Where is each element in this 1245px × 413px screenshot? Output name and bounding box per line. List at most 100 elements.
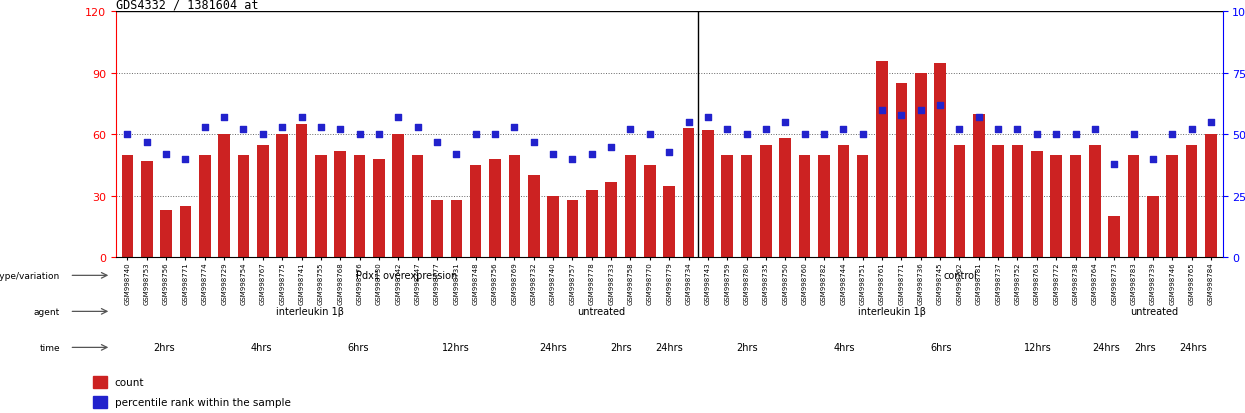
Bar xyxy=(1108,217,1120,258)
Point xyxy=(291,114,311,121)
Bar xyxy=(199,156,210,258)
Point xyxy=(1007,127,1027,133)
Point xyxy=(601,144,621,151)
Bar xyxy=(315,156,326,258)
Point xyxy=(872,107,891,114)
Bar xyxy=(431,200,443,258)
Point xyxy=(833,127,853,133)
Bar xyxy=(354,156,365,258)
Text: percentile rank within the sample: percentile rank within the sample xyxy=(115,397,290,407)
Bar xyxy=(374,159,385,258)
Point xyxy=(891,112,911,119)
Bar xyxy=(489,159,500,258)
Text: 4hrs: 4hrs xyxy=(250,342,273,353)
Bar xyxy=(954,145,965,258)
Text: 2hrs: 2hrs xyxy=(1134,342,1155,353)
Point xyxy=(524,139,544,146)
Bar xyxy=(1167,156,1178,258)
Point xyxy=(660,149,680,156)
Bar xyxy=(682,129,695,258)
Point xyxy=(253,132,273,138)
Text: 24hrs: 24hrs xyxy=(1092,342,1120,353)
Point xyxy=(794,132,814,138)
Bar xyxy=(644,166,656,258)
Point xyxy=(486,132,505,138)
Point xyxy=(543,152,563,158)
Text: 2hrs: 2hrs xyxy=(153,342,176,353)
Text: interleukin 1β: interleukin 1β xyxy=(859,306,926,317)
Bar xyxy=(412,156,423,258)
Text: 12hrs: 12hrs xyxy=(442,342,469,353)
Point xyxy=(1163,132,1183,138)
Bar xyxy=(1012,145,1023,258)
Point xyxy=(756,127,776,133)
Bar xyxy=(761,145,772,258)
Bar xyxy=(838,145,849,258)
Point xyxy=(176,156,195,163)
Bar xyxy=(122,156,133,258)
Bar xyxy=(818,156,829,258)
Bar xyxy=(469,166,482,258)
Bar xyxy=(915,74,926,258)
Bar xyxy=(93,396,107,408)
Point xyxy=(698,114,718,121)
Text: 6hrs: 6hrs xyxy=(347,342,370,353)
Bar xyxy=(238,156,249,258)
Point xyxy=(950,127,970,133)
Bar xyxy=(721,156,733,258)
Point xyxy=(407,124,427,131)
Text: time: time xyxy=(40,343,60,352)
Bar xyxy=(509,156,520,258)
Point xyxy=(234,127,254,133)
Bar xyxy=(276,135,288,258)
Text: agent: agent xyxy=(34,307,60,316)
Bar xyxy=(1147,197,1159,258)
Bar xyxy=(702,131,713,258)
Point xyxy=(156,152,176,158)
Bar xyxy=(93,376,107,388)
Bar xyxy=(548,197,559,258)
Bar xyxy=(1031,152,1042,258)
Point xyxy=(1201,119,1221,126)
Bar xyxy=(296,125,308,258)
Bar xyxy=(895,84,908,258)
Text: 4hrs: 4hrs xyxy=(833,342,855,353)
Bar xyxy=(1128,156,1139,258)
Text: untreated: untreated xyxy=(578,306,625,317)
Bar xyxy=(857,156,869,258)
Point xyxy=(679,119,698,126)
Text: count: count xyxy=(115,377,144,387)
Point xyxy=(194,124,214,131)
Point xyxy=(563,156,583,163)
Text: untreated: untreated xyxy=(1130,306,1179,317)
Bar xyxy=(1051,156,1062,258)
Point xyxy=(137,139,157,146)
Point xyxy=(620,127,640,133)
Point xyxy=(969,114,989,121)
Bar xyxy=(1069,156,1082,258)
Point xyxy=(1182,127,1201,133)
Point xyxy=(1104,161,1124,168)
Point xyxy=(911,107,931,114)
Point xyxy=(853,132,873,138)
Point xyxy=(717,127,737,133)
Point xyxy=(989,127,1008,133)
Point xyxy=(214,114,234,121)
Point xyxy=(1066,132,1086,138)
Bar xyxy=(528,176,539,258)
Point xyxy=(1124,132,1144,138)
Bar xyxy=(664,186,675,258)
Point xyxy=(466,132,486,138)
Bar xyxy=(566,200,578,258)
Point xyxy=(311,124,331,131)
Bar xyxy=(876,62,888,258)
Point xyxy=(273,124,293,131)
Point xyxy=(1046,132,1066,138)
Bar xyxy=(605,182,618,258)
Bar xyxy=(625,156,636,258)
Bar xyxy=(741,156,752,258)
Bar xyxy=(992,145,1003,258)
Point xyxy=(350,132,370,138)
Point xyxy=(1027,132,1047,138)
Text: genotype/variation: genotype/variation xyxy=(0,271,60,280)
